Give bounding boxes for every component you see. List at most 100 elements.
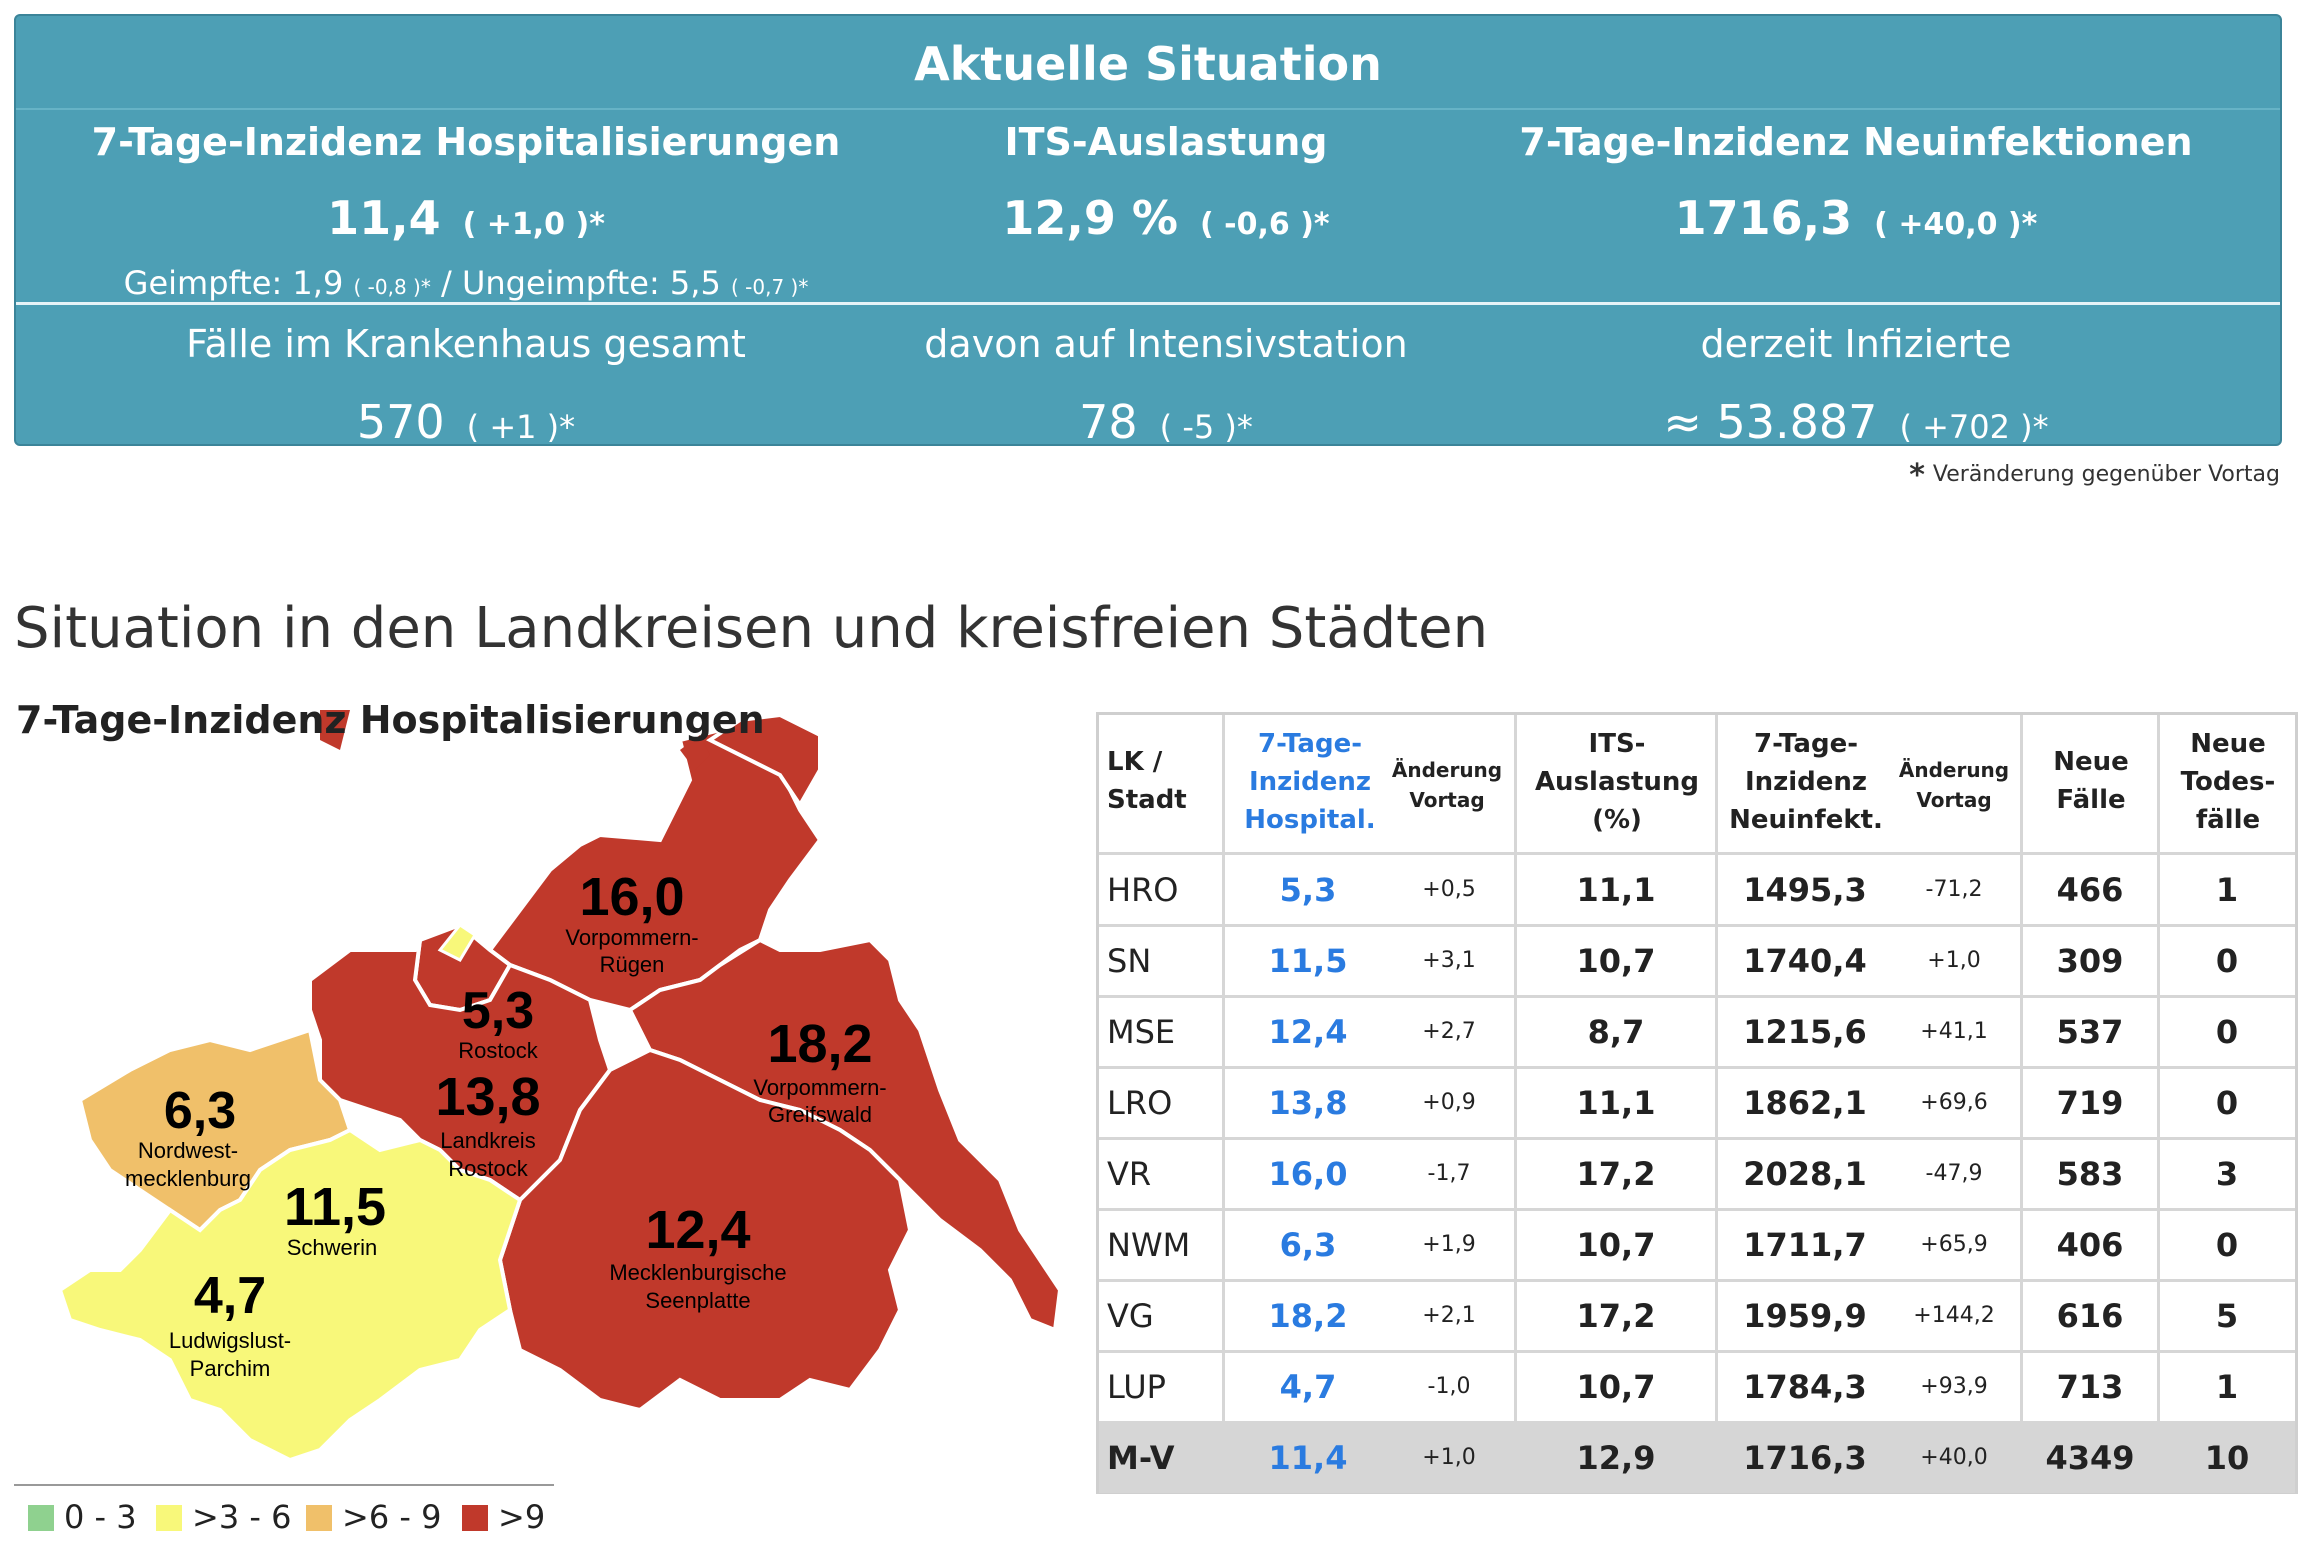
hosp-incidence-value: 11,4 <box>327 191 441 245</box>
its-change: ( -0,6 )* <box>1200 207 1330 242</box>
table-divider <box>1099 924 2295 927</box>
region-value-label: 4,7 <box>194 1267 266 1325</box>
header-cases: Neue Fälle <box>2053 747 2129 815</box>
cell-its: 12,9 <box>1576 1439 1656 1477</box>
cell-hosp-chg: -1,0 <box>1427 1374 1471 1399</box>
cell-its: 8,7 <box>1587 1013 1645 1051</box>
hospital-total-label: Fälle im Krankenhaus gesamt <box>186 322 746 366</box>
icu-label: davon auf Intensivstation <box>924 322 1408 366</box>
region-ruegen-north[interactable] <box>680 735 710 770</box>
legend-label: >3 - 6 <box>192 1498 292 1536</box>
region-mecklenburgische-seenplatte[interactable] <box>497 1047 913 1413</box>
cell-deaths: 1 <box>2215 1368 2239 1406</box>
region-name-label: Rügen <box>600 952 665 977</box>
infected-label: derzeit Infizierte <box>1700 322 2012 366</box>
cell-inf-chg: -47,9 <box>1925 1161 1983 1186</box>
region-name-label: Schwerin <box>287 1235 377 1260</box>
vaccination-breakdown: Geimpfte: 1,9 ( -0,8 )* / Ungeimpfte: 5,… <box>16 264 916 302</box>
cell-inf: 1495,3 <box>1743 871 1867 909</box>
footnote-text: Veränderung gegenüber Vortag <box>1932 462 2280 487</box>
cell-its: 10,7 <box>1576 1368 1656 1406</box>
footnote: * Veränderung gegenüber Vortag <box>1909 458 2280 493</box>
cell-inf-chg: +1,0 <box>1927 948 1981 973</box>
vaccinated-label: Geimpfte: 1,9 <box>123 264 344 302</box>
legend-item: 0 - 3 <box>28 1500 137 1534</box>
legend-item: >6 - 9 <box>306 1500 441 1534</box>
cell-inf: 1862,1 <box>1743 1084 1867 1122</box>
table-divider <box>1099 995 2295 998</box>
cell-deaths: 0 <box>2215 942 2239 980</box>
cell-lk: SN <box>1107 942 1152 980</box>
cell-cases: 466 <box>2056 871 2124 909</box>
cell-hosp: 11,5 <box>1268 942 1348 980</box>
region-name-label: Ludwigslust- <box>169 1328 291 1353</box>
map-svg: 16,0 Vorpommern- Rügen 5,3 Rostock 13,8 … <box>57 710 1063 1463</box>
cell-deaths: 0 <box>2215 1084 2239 1122</box>
region-name-label: Mecklenburgische <box>609 1260 786 1285</box>
region-ludwigslust-parchim[interactable] <box>57 1127 523 1463</box>
unvaccinated-label: Ungeimpfte: 5,5 <box>461 264 721 302</box>
cell-hosp-chg: +1,0 <box>1422 1445 1476 1470</box>
map-legend: 0 - 3 >3 - 6 >6 - 9 >9 <box>14 1484 554 1536</box>
table-row: NWM 6,3 +1,9 10,7 1711,7 +65,9 406 0 <box>1099 1210 2295 1280</box>
cell-inf: 1716,3 <box>1743 1439 1867 1477</box>
table-total-row: M-V 11,4 +1,0 12,9 1716,3 +40,0 4349 10 <box>1099 1423 2295 1493</box>
region-name-label: Vorpommern- <box>753 1075 886 1100</box>
table-divider <box>1099 1137 2295 1140</box>
header-infection-incidence: 7-Tage- Inzidenz Neuinfekt. <box>1729 729 1883 835</box>
cell-inf: 1959,9 <box>1743 1297 1867 1335</box>
infected-block: derzeit Infizierte ≈ 53.887 ( +702 )* <box>1496 316 2216 454</box>
infected-value: ≈ 53.887 <box>1663 395 1878 449</box>
cell-inf-chg: +40,0 <box>1920 1445 1988 1470</box>
cell-deaths: 0 <box>2215 1226 2239 1264</box>
infected-change: ( +702 )* <box>1899 408 2049 446</box>
region-vorpommern-ruegen[interactable] <box>487 727 823 1013</box>
cell-hosp: 4,7 <box>1279 1368 1337 1406</box>
header-its: ITS- Auslastung (%) <box>1534 729 1700 835</box>
divider <box>16 302 2280 305</box>
region-name-label: Seenplatte <box>645 1288 750 1313</box>
district-map: 16,0 Vorpommern- Rügen 5,3 Rostock 13,8 … <box>20 710 1080 1480</box>
cell-lk: MSE <box>1107 1013 1176 1051</box>
region-coast-island[interactable] <box>437 922 478 962</box>
cell-cases: 616 <box>2056 1297 2124 1335</box>
map-title: 7-Tage-Inzidenz Hospitalisierungen <box>16 698 765 742</box>
cell-hosp: 11,4 <box>1268 1439 1348 1477</box>
table-row: LUP 4,7 -1,0 10,7 1784,3 +93,9 713 1 <box>1099 1352 2295 1422</box>
region-name-label: mecklenburg <box>125 1166 251 1191</box>
region-name-label: Parchim <box>190 1356 271 1381</box>
hosp-incidence-block: 7-Tage-Inzidenz Hospitalisierungen 11,4 (… <box>16 116 916 302</box>
table-divider <box>1099 1421 2295 1424</box>
legend-label: >9 <box>498 1498 546 1536</box>
cell-cases: 719 <box>2056 1084 2124 1122</box>
cell-hosp: 13,8 <box>1268 1084 1348 1122</box>
cell-lk: LRO <box>1107 1084 1173 1122</box>
header-lk: LK / Stadt <box>1107 747 1187 815</box>
region-value-label: 6,3 <box>164 1082 236 1140</box>
footnote-star: * <box>1909 458 1925 493</box>
table-divider <box>1099 1350 2295 1353</box>
region-name-label: Rostock <box>458 1038 538 1063</box>
vaccinated-change: ( -0,8 )* <box>353 275 431 299</box>
region-ruegen-island[interactable] <box>706 712 822 809</box>
legend-label: 0 - 3 <box>64 1498 137 1536</box>
region-value-label: 11,5 <box>284 1177 386 1237</box>
cell-cases: 713 <box>2056 1368 2124 1406</box>
its-label: ITS-Auslastung <box>1004 120 1328 164</box>
header-hosp-incidence: 7-Tage- Inzidenz Hospital. <box>1244 729 1376 835</box>
cell-deaths: 0 <box>2215 1013 2239 1051</box>
cell-inf-chg: +69,6 <box>1920 1090 1988 1115</box>
table-divider <box>2020 715 2023 1491</box>
region-value-label: 12,4 <box>645 1200 750 1260</box>
cell-hosp-chg: +2,1 <box>1422 1303 1476 1328</box>
table-row: VG 18,2 +2,1 17,2 1959,9 +144,2 616 5 <box>1099 1281 2295 1351</box>
cell-its: 17,2 <box>1576 1155 1656 1193</box>
header-infection-change: Änderung Vortag <box>1898 758 2010 812</box>
cell-hosp: 18,2 <box>1268 1297 1348 1335</box>
icu-block: davon auf Intensivstation 78 ( -5 )* <box>856 316 1476 454</box>
cell-hosp-chg: +3,1 <box>1422 948 1476 973</box>
region-islet[interactable] <box>320 710 350 750</box>
region-value-label: 13,8 <box>435 1067 540 1127</box>
summary-panel: Aktuelle Situation 7-Tage-Inzidenz Hospi… <box>14 14 2282 449</box>
table-row: LRO 13,8 +0,9 11,1 1862,1 +69,6 719 0 <box>1099 1068 2295 1138</box>
